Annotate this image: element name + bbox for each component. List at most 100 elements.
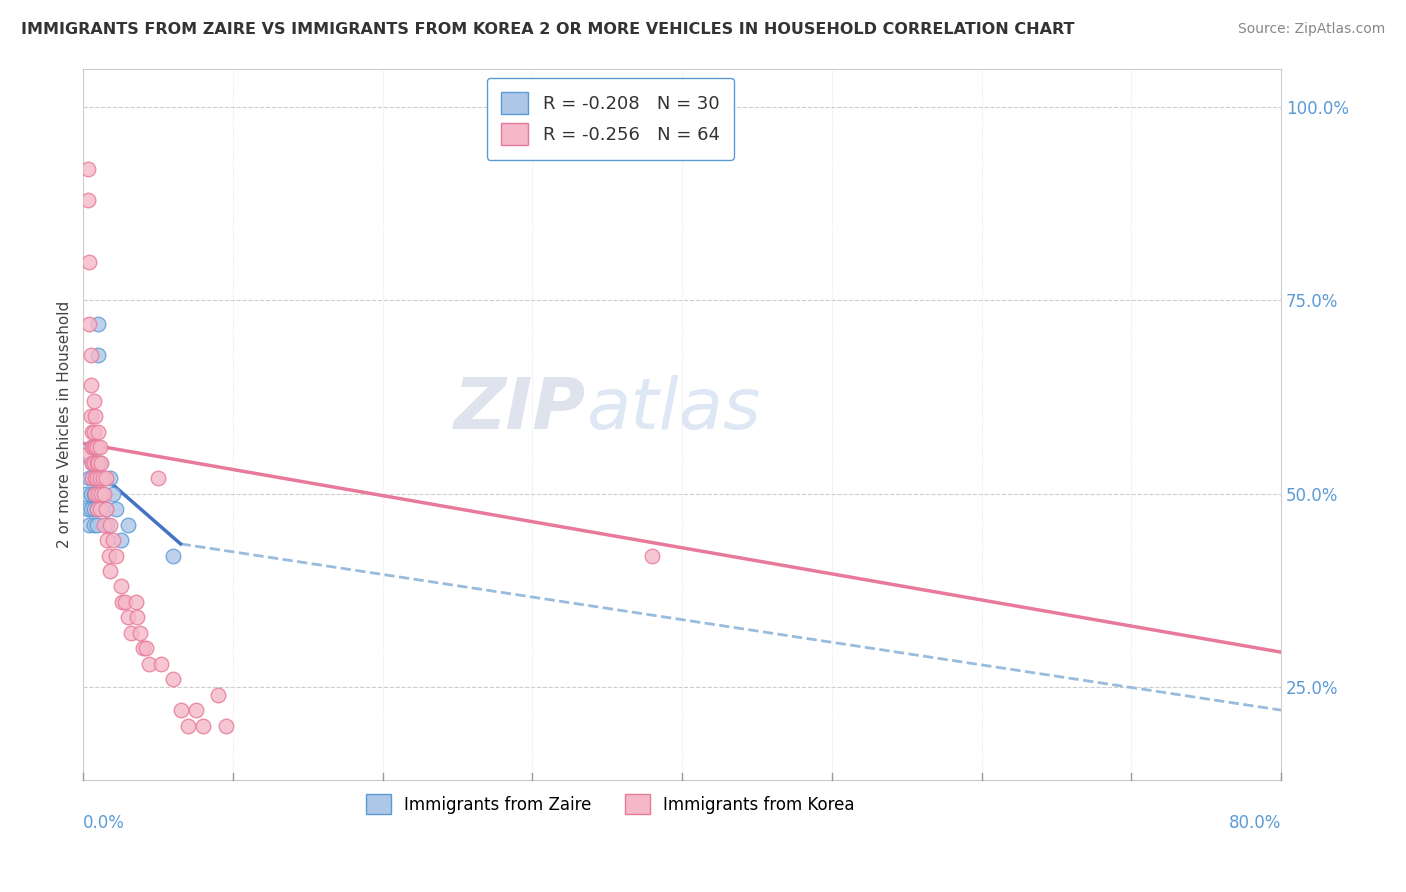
- Point: [162, 549, 184, 563]
- Point: [146, 471, 169, 485]
- Point: [84, 409, 107, 424]
- Point: [82, 471, 104, 485]
- Point: [86, 440, 108, 454]
- Text: ZIP: ZIP: [454, 376, 586, 444]
- Point: [110, 533, 132, 547]
- Point: [117, 610, 139, 624]
- Point: [82, 425, 104, 439]
- Point: [83, 517, 105, 532]
- Point: [80, 486, 103, 500]
- Point: [86, 471, 108, 485]
- Point: [75, 448, 97, 462]
- Point: [98, 517, 121, 532]
- Point: [82, 471, 104, 485]
- Point: [97, 549, 120, 563]
- Point: [77, 517, 100, 532]
- Point: [98, 564, 121, 578]
- Point: [93, 517, 115, 532]
- Point: [110, 579, 132, 593]
- Point: [83, 425, 105, 439]
- Point: [105, 549, 128, 563]
- Point: [94, 502, 117, 516]
- Point: [120, 625, 142, 640]
- Point: [207, 688, 229, 702]
- Point: [177, 718, 200, 732]
- Point: [84, 456, 107, 470]
- Point: [114, 595, 136, 609]
- Point: [83, 456, 105, 470]
- Point: [87, 456, 110, 470]
- Point: [86, 517, 108, 532]
- Text: 0.0%: 0.0%: [83, 814, 125, 832]
- Point: [94, 502, 117, 516]
- Point: [82, 456, 104, 470]
- Point: [84, 440, 107, 454]
- Point: [105, 502, 128, 516]
- Point: [86, 502, 108, 516]
- Point: [80, 378, 103, 392]
- Point: [96, 533, 118, 547]
- Point: [82, 440, 104, 454]
- Point: [96, 517, 118, 532]
- Point: [89, 456, 111, 470]
- Point: [87, 347, 110, 361]
- Point: [103, 486, 125, 500]
- Point: [84, 486, 107, 500]
- Point: [111, 595, 134, 609]
- Legend: Immigrants from Zaire, Immigrants from Korea: Immigrants from Zaire, Immigrants from K…: [359, 788, 862, 822]
- Point: [80, 409, 103, 424]
- Text: Source: ZipAtlas.com: Source: ZipAtlas.com: [1237, 22, 1385, 37]
- Point: [82, 440, 104, 454]
- Point: [89, 440, 111, 454]
- Point: [86, 456, 108, 470]
- Point: [132, 641, 155, 656]
- Text: atlas: atlas: [586, 376, 761, 444]
- Point: [84, 471, 107, 485]
- Point: [77, 317, 100, 331]
- Point: [87, 317, 110, 331]
- Point: [86, 502, 108, 516]
- Point: [76, 161, 98, 176]
- Text: 80.0%: 80.0%: [1229, 814, 1281, 832]
- Point: [150, 657, 173, 671]
- Point: [84, 486, 107, 500]
- Point: [91, 471, 114, 485]
- Point: [94, 471, 117, 485]
- Point: [83, 440, 105, 454]
- Point: [93, 486, 115, 500]
- Point: [214, 718, 236, 732]
- Point: [89, 471, 111, 485]
- Point: [83, 502, 105, 516]
- Point: [83, 393, 105, 408]
- Point: [169, 703, 191, 717]
- Point: [125, 595, 148, 609]
- Point: [184, 703, 207, 717]
- Point: [89, 502, 111, 516]
- Point: [135, 641, 157, 656]
- Point: [80, 347, 103, 361]
- Point: [87, 486, 110, 500]
- Text: IMMIGRANTS FROM ZAIRE VS IMMIGRANTS FROM KOREA 2 OR MORE VEHICLES IN HOUSEHOLD C: IMMIGRANTS FROM ZAIRE VS IMMIGRANTS FROM…: [21, 22, 1074, 37]
- Point: [84, 471, 107, 485]
- Point: [129, 625, 152, 640]
- Y-axis label: 2 or more Vehicles in Household: 2 or more Vehicles in Household: [58, 301, 72, 548]
- Point: [83, 486, 105, 500]
- Point: [91, 486, 114, 500]
- Point: [117, 517, 139, 532]
- Point: [98, 471, 121, 485]
- Point: [90, 486, 112, 500]
- Point: [87, 425, 110, 439]
- Point: [90, 471, 112, 485]
- Point: [76, 193, 98, 207]
- Point: [191, 718, 214, 732]
- Point: [76, 502, 98, 516]
- Point: [127, 610, 149, 624]
- Point: [138, 657, 160, 671]
- Point: [82, 456, 104, 470]
- Point: [162, 672, 184, 686]
- Point: [75, 486, 97, 500]
- Point: [77, 254, 100, 268]
- Point: [77, 471, 100, 485]
- Point: [80, 502, 103, 516]
- Point: [641, 549, 664, 563]
